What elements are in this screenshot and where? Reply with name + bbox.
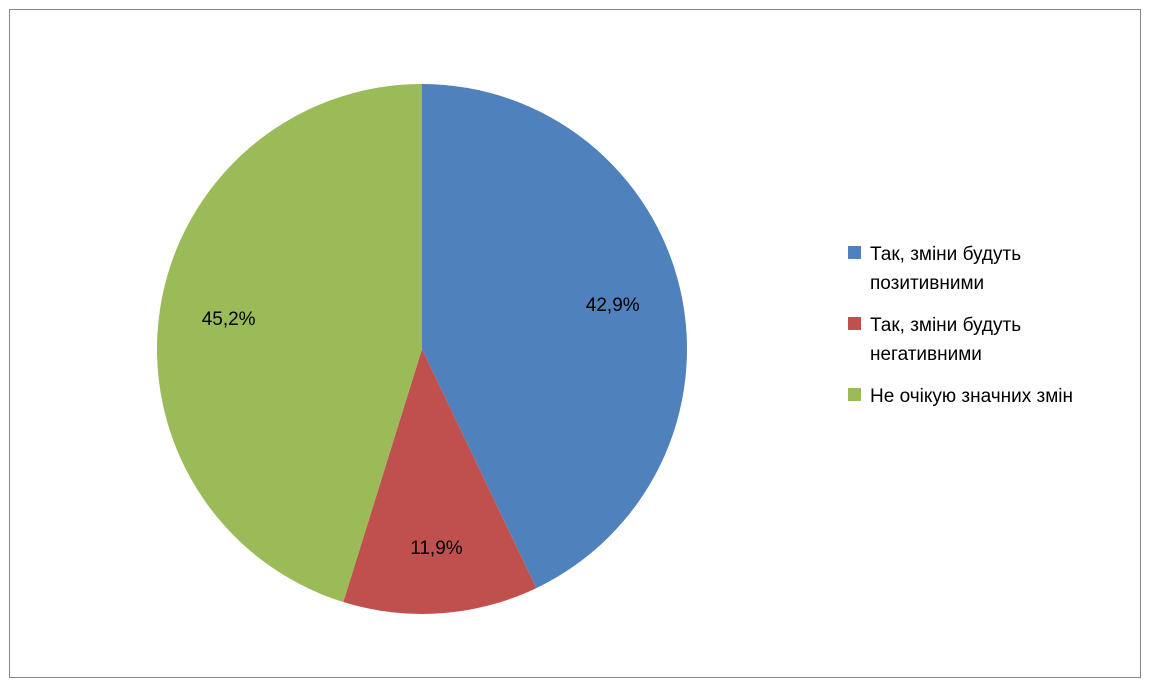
legend-label-line1: Так, зміни будуть: [870, 244, 1022, 265]
data-label-negative: 11,9%: [410, 538, 463, 559]
legend-item-positive: Так, зміни будуть позитивними: [848, 240, 1143, 298]
legend-label: Так, зміни будуть позитивними: [870, 240, 1143, 298]
pie-slices: [156, 84, 688, 614]
legend-label: Так, зміни будуть негативними: [870, 311, 1143, 369]
pie-data-labels: 42,9% 11,9% 45,2%: [202, 295, 640, 559]
pie-slice-no-change: [156, 84, 423, 603]
legend-swatch: [848, 388, 861, 401]
legend-swatch: [848, 246, 861, 259]
legend-label-line1: Так, зміни будуть: [870, 315, 1022, 336]
legend-item-no-change: Не очікую значних змін: [848, 382, 1143, 411]
data-label-positive: 42,9%: [586, 295, 640, 316]
legend-swatch: [848, 317, 861, 330]
legend-item-negative: Так, зміни будуть негативними: [848, 311, 1143, 369]
legend-label: Не очікую значних змін: [870, 382, 1143, 411]
data-label-no-change: 45,2%: [202, 309, 256, 330]
legend: Так, зміни будуть позитивними Так, зміни…: [848, 240, 1143, 424]
legend-label-line2: позитивними: [870, 273, 985, 294]
pie-slice-positive: [422, 84, 688, 589]
legend-label-line1: Не очікую значних змін: [870, 386, 1074, 407]
legend-label-line2: негативними: [870, 344, 982, 365]
pie-slice-negative: [343, 349, 537, 614]
